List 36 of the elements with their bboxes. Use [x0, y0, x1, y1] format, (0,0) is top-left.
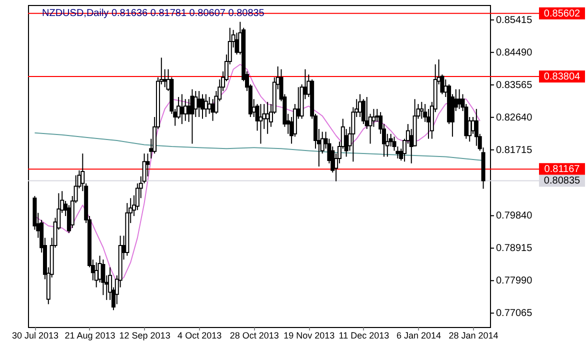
ref-line-label: 0.80835 — [544, 176, 581, 187]
candlestick — [426, 108, 430, 140]
y-tick-label: 0.81715 — [496, 144, 533, 156]
x-tick-label: 19 Nov 2013 — [284, 330, 335, 340]
y-tick-label: 0.77990 — [496, 276, 533, 287]
x-tick-label: 30 Jul 2013 — [12, 330, 58, 340]
candlestick — [420, 101, 424, 120]
y-tick-label: 0.78915 — [496, 243, 533, 254]
candlestick — [207, 96, 212, 114]
x-tick-label: 11 Dec 2013 — [338, 330, 390, 340]
y-tick-label: 0.83565 — [496, 80, 533, 91]
y-tick-label: 0.79840 — [496, 210, 533, 222]
candlestick — [190, 88, 194, 144]
x-tick-label: 6 Jan 2014 — [396, 330, 441, 340]
candlestick — [101, 259, 106, 296]
candlestick — [474, 108, 478, 146]
ref-line-label: 0.85602 — [544, 8, 581, 20]
candlestick — [266, 101, 270, 134]
y-tick-label: 0.85415 — [496, 14, 533, 26]
candlestick — [364, 96, 369, 130]
x-tick-label: 21 Aug 2013 — [64, 330, 116, 340]
y-tick-label: 0.82640 — [496, 112, 533, 124]
x-tick-label: 4 Oct 2013 — [178, 330, 222, 340]
y-tick-label: 0.77065 — [496, 308, 533, 320]
candlestick — [194, 90, 198, 118]
x-tick-label: 28 Oct 2013 — [230, 330, 279, 340]
candlestick — [258, 104, 263, 144]
candlestick — [180, 94, 184, 125]
ref-line-label: 0.83804 — [544, 71, 581, 82]
y-tick-label: 0.84490 — [496, 47, 533, 58]
candlestick — [200, 94, 204, 120]
ref-line-label: 0.81167 — [544, 164, 580, 176]
candlestick — [372, 108, 376, 128]
x-tick-label: 12 Sep 2013 — [119, 330, 170, 340]
x-tick-label: 28 Jan 2014 — [448, 330, 498, 340]
candlestick — [204, 94, 208, 118]
